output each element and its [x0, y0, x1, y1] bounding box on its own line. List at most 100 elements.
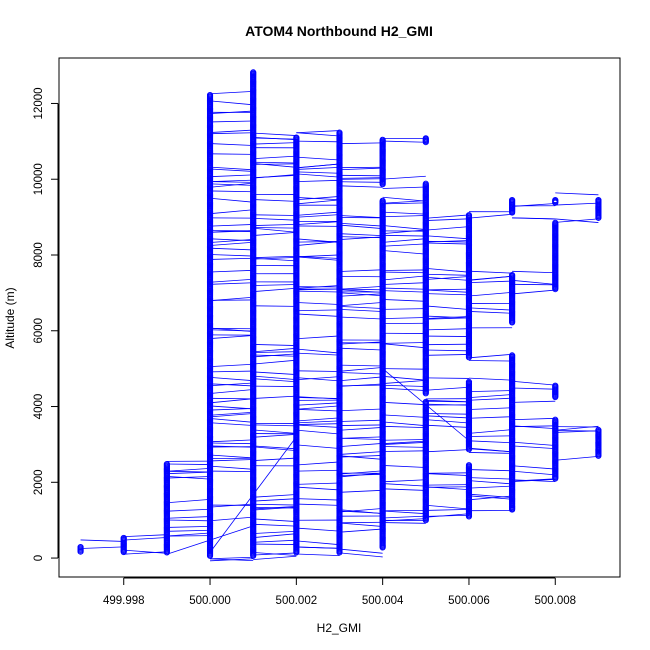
track-line — [166, 532, 211, 537]
data-point — [509, 196, 516, 204]
track-line — [253, 445, 297, 450]
track-line — [210, 459, 254, 462]
track-line — [425, 386, 469, 391]
track-line — [296, 546, 340, 549]
track-line — [296, 540, 340, 546]
data-point — [293, 134, 300, 141]
track-line — [253, 223, 297, 226]
track-line — [210, 90, 254, 95]
track-line — [210, 254, 254, 257]
data-point — [552, 382, 559, 389]
track-line — [210, 182, 254, 188]
track-line — [468, 440, 513, 444]
track-line — [296, 370, 340, 372]
track-line — [468, 480, 513, 485]
track-line — [210, 556, 254, 560]
track-line — [253, 353, 297, 358]
x-tick-label: 500.002 — [276, 595, 318, 607]
track-line — [425, 377, 469, 379]
track-line — [253, 217, 297, 221]
track-line — [296, 420, 340, 424]
track-line — [253, 555, 297, 560]
track-line — [253, 503, 297, 506]
track-line — [382, 384, 426, 387]
track-line — [468, 353, 513, 359]
track-line — [382, 308, 426, 310]
track-line — [382, 275, 426, 281]
y-axis-label: Altitude (m) — [3, 287, 17, 348]
track-line — [339, 472, 383, 478]
track-line — [210, 558, 254, 562]
track-line — [210, 397, 254, 400]
track-line — [382, 287, 426, 290]
track-line — [296, 211, 340, 216]
track-line — [339, 376, 383, 382]
track-line — [296, 256, 340, 261]
track-line — [296, 156, 340, 161]
track-line — [210, 257, 254, 260]
x-tick-label: 499.998 — [103, 595, 145, 607]
track-line — [253, 498, 297, 502]
track-line — [123, 551, 167, 555]
track-line — [468, 377, 513, 381]
data-point — [509, 271, 516, 279]
track-line — [382, 414, 426, 418]
track-line — [253, 305, 297, 307]
x-axis-label: H2_GMI — [317, 621, 362, 635]
track-line — [512, 279, 556, 285]
track-line — [425, 415, 469, 419]
track-line — [253, 132, 297, 136]
track-line — [425, 514, 469, 517]
track-line — [296, 254, 340, 258]
data-point — [250, 69, 257, 76]
track-line — [425, 293, 469, 296]
track-line — [253, 433, 297, 438]
connecting-lines — [80, 90, 599, 562]
track-line — [512, 283, 556, 286]
track-line — [468, 452, 513, 454]
y-tick-label: 12000 — [33, 87, 45, 119]
track-line — [339, 142, 383, 145]
track-line — [382, 483, 426, 487]
track-line — [296, 376, 340, 381]
track-line — [382, 465, 426, 468]
track-line — [512, 445, 556, 449]
track-line — [253, 375, 297, 381]
y-axis: 0 2000 4000 6000 8000 10000 12000 — [33, 87, 59, 561]
track-line — [210, 100, 254, 106]
data-point — [77, 543, 84, 551]
track-line — [425, 504, 469, 510]
data-point — [422, 135, 429, 142]
track-line — [166, 467, 211, 472]
track-line — [382, 229, 426, 235]
track-line — [382, 243, 426, 247]
track-line — [296, 482, 340, 485]
track-line — [512, 289, 556, 295]
track-line — [253, 371, 297, 375]
data-point — [465, 212, 473, 219]
track-line — [425, 449, 469, 453]
track-line — [339, 442, 383, 448]
track-line — [210, 247, 254, 251]
track-line — [468, 275, 513, 281]
track-line — [210, 454, 254, 459]
track-line — [253, 395, 297, 399]
track-line — [296, 486, 340, 491]
track-line — [296, 241, 340, 246]
track-line — [425, 305, 469, 310]
data-point — [422, 398, 429, 406]
track-line — [555, 430, 599, 432]
track-line — [425, 242, 469, 245]
track-line — [166, 498, 211, 504]
track-line — [382, 186, 426, 189]
data-point — [509, 352, 516, 359]
track-line — [296, 429, 340, 435]
track-line — [296, 397, 340, 399]
track-line — [468, 311, 513, 314]
track-line — [253, 552, 297, 556]
track-line — [339, 233, 383, 237]
track-line — [339, 367, 383, 372]
track-line — [425, 240, 469, 243]
track-line — [296, 377, 340, 382]
track-line — [468, 477, 513, 480]
